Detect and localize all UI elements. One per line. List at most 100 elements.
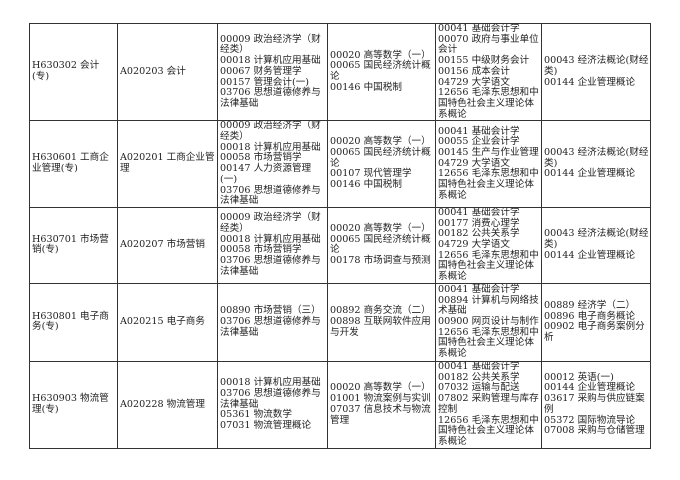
table-row: H630302 会计(专) A020203 会计 00009 政治经济学（财经类） 0… <box>29 22 651 122</box>
course-item: 00041 基础会计学 <box>438 283 520 295</box>
course-item: 00145 生产与作业管理 <box>438 147 539 159</box>
specialty-cell: H630801 电子商务(专) <box>29 282 118 362</box>
course-item: 07031 物流管理概论 <box>220 419 312 431</box>
course-item: 00157 管理会计(一) <box>220 76 310 88</box>
course-item: 00890 市场营销（三） <box>220 305 321 317</box>
course-item: 00889 经济学（二） <box>544 299 636 311</box>
courses-cell-col3: 00009 政治经济学（财经类） 00018 计算机应用基础 00058 市场营销学… <box>217 206 328 284</box>
course-item: 12656 毛泽东思想和中国特色社会主义理论体系概论 <box>438 414 539 447</box>
course-item: 00012 英语(一) <box>544 371 614 383</box>
courses-cell-col5: 00041 基础会计学 00182 公共关系学 07032 运输与配送 07802 采… <box>435 360 542 449</box>
course-item: 05361 物流数学 <box>220 409 292 421</box>
courses-cell-col4: 00020 高等数学（一） 00065 国民经济统计概论 00107 现代管理学 00… <box>327 120 436 208</box>
course-item: 07802 采购管理与库存控制 <box>438 393 539 415</box>
courses-cell-col4: 00020 高等数学（一） 00065 国民经济统计概论 00178 市场调查与预测 <box>327 206 436 284</box>
course-item: 00020 高等数学（一） <box>330 223 431 234</box>
course-item: 03706 思想道德修养与法律基础 <box>220 387 321 410</box>
major-cell: A020203 会计 <box>117 22 218 122</box>
major-cell: A020215 电子商务 <box>117 282 218 362</box>
course-item: 00182 公共关系学 <box>438 228 520 240</box>
course-item: 00892 商务交流（二） <box>330 305 431 317</box>
specialty-cell: H630903 物流管理(专) <box>29 360 118 449</box>
courses-cell-col6: 00043 经济法概论(财经类) 00144 企业管理概论 <box>541 120 651 208</box>
course-item: 00178 市场调查与预测 <box>330 255 431 267</box>
course-item: 00020 高等数学（一） <box>330 49 431 61</box>
course-item: 12656 毛泽东思想和中国特色社会主义理论体系概论 <box>438 168 539 201</box>
course-item: 00043 经济法概论(财经类) <box>544 228 649 251</box>
course-item: 00902 电子商务案例分析 <box>544 321 645 344</box>
courses-cell-col3: 00018 计算机应用基础 03706 思想道德修养与法律基础 05361 物流数学… <box>217 360 328 449</box>
course-item: 00041 基础会计学 <box>438 23 520 34</box>
course-item: 00177 消费心理学 <box>438 217 520 229</box>
course-item: 04729 大学语文 <box>438 157 510 169</box>
course-item: 00009 政治经济学（财经类） <box>220 212 321 234</box>
course-item: 05372 国际物流导论 <box>544 414 636 426</box>
course-item: 12656 毛泽东思想和中国特色社会主义理论体系概论 <box>438 326 539 360</box>
course-item: 00894 计算机与网络技术基础 <box>438 294 539 317</box>
courses-cell-col4: 00020 高等数学（一） 01001 物流案例与实训 07037 信息技术与物流管… <box>327 360 436 449</box>
courses-cell-col5: 00041 基础会计学 00894 计算机与网络技术基础 00900 网页设计与制作… <box>435 282 542 362</box>
course-item: 00018 计算机应用基础 <box>220 377 321 389</box>
course-item: 00144 企业管理概论 <box>544 249 636 261</box>
specialty-cell: H630302 会计(专) <box>29 22 118 122</box>
course-item: 00156 成本会计 <box>438 65 510 77</box>
course-item: 07037 信息技术与物流管理 <box>330 403 431 426</box>
course-item: 00147 人力资源管理(一) <box>220 163 312 185</box>
course-item: 00065 国民经济统计概论 <box>330 147 431 169</box>
course-item: 03706 思想道德修养与法律基础 <box>220 255 321 277</box>
course-item: 00020 高等数学（一） <box>330 136 431 148</box>
course-item: 07008 采购与仓储管理 <box>544 425 645 437</box>
course-item: 00144 企业管理概论 <box>544 168 636 180</box>
course-item: 00041 基础会计学 <box>438 207 520 218</box>
courses-cell-col5: 00041 基础会计学 00177 消费心理学 00182 公共关系学 04729 大… <box>435 206 542 284</box>
course-item: 01001 物流案例与实训 <box>330 393 431 405</box>
course-item: 04729 大学语文 <box>438 239 510 251</box>
course-item: 03617 采购与供应链案例 <box>544 393 645 415</box>
course-item: 00041 基础会计学 <box>438 125 520 137</box>
course-item: 00896 电子商务概论 <box>544 310 636 322</box>
course-item: 00058 市场营销学 <box>220 244 302 256</box>
course-item: 00144 企业管理概论 <box>544 382 636 394</box>
course-item: 00020 高等数学（一） <box>330 382 431 394</box>
courses-cell-col5: 00041 基础会计学 00070 政府与事业单位会计 00155 中级财务会计 00… <box>435 22 542 122</box>
courses-cell-col3: 00890 市场营销（三） 03706 思想道德修养与法律基础 <box>217 282 328 362</box>
course-item: 00018 计算机应用基础 <box>220 233 321 245</box>
course-table: H630302 会计(专) A020203 会计 00009 政治经济学（财经类） 0… <box>29 22 651 449</box>
course-item: 00055 企业会计学 <box>438 136 520 148</box>
course-item: 04729 大学语文 <box>438 76 510 88</box>
course-item: 00041 基础会计学 <box>438 361 520 373</box>
table-row: H630801 电子商务(专) A020215 电子商务 00890 市场营销（三）… <box>29 282 651 362</box>
course-item: 00898 互联网软件应用与开发 <box>330 316 431 338</box>
course-item: 12656 毛泽东思想和中国特色社会主义理论体系概论 <box>438 87 539 120</box>
courses-cell-col3: 00009 政治经济学（财经类） 00018 计算机应用基础 00058 市场营销学… <box>217 120 328 208</box>
courses-cell-col5: 00041 基础会计学 00055 企业会计学 00145 生产与作业管理 04729… <box>435 120 542 208</box>
specialty-cell: H630601 工商企业管理(专) <box>29 120 118 208</box>
course-item: 00065 国民经济统计概论 <box>330 60 431 83</box>
course-item: 00009 政治经济学（财经类） <box>220 120 321 143</box>
courses-cell-col6: 00043 经济法概论(财经类) 00144 企业管理概论 <box>541 22 651 122</box>
course-item: 00058 市场营销学 <box>220 152 302 164</box>
course-item: 00043 经济法概论(财经类) <box>544 147 649 169</box>
course-item: 00018 计算机应用基础 <box>220 141 321 153</box>
course-item: 00107 现代管理学 <box>330 168 412 180</box>
courses-cell-col3: 00009 政治经济学（财经类） 00018 计算机应用基础 00067 财务管理学… <box>217 22 328 122</box>
course-item: 00065 国民经济统计概论 <box>330 233 431 256</box>
course-item: 03706 思想道德修养与法律基础 <box>220 184 321 207</box>
course-item: 00146 中国税制 <box>330 179 402 191</box>
table-row: H630903 物流管理(专) A020228 物流管理 00018 计算机应用基础… <box>29 360 651 449</box>
major-cell: A020228 物流管理 <box>117 360 218 449</box>
course-item: 03706 思想道德修养与法律基础 <box>220 87 321 109</box>
course-item: 00182 公共关系学 <box>438 371 520 383</box>
major-cell: A020207 市场营销 <box>117 206 218 284</box>
major-cell: A020201 工商企业管理 <box>117 120 218 208</box>
course-item: 03706 思想道德修养与法律基础 <box>220 316 321 338</box>
course-item: 00018 计算机应用基础 <box>220 55 321 67</box>
courses-cell-col4: 00020 高等数学（一） 00065 国民经济统计概论 00146 中国税制 <box>327 22 436 122</box>
course-item: 00009 政治经济学（财经类） <box>220 33 321 56</box>
courses-cell-col6: 00889 经济学（二） 00896 电子商务概论 00902 电子商务案例分析 <box>541 282 651 362</box>
course-item: 00155 中级财务会计 <box>438 55 530 67</box>
table-row: H630601 工商企业管理(专) A020201 工商企业管理 00009 政治经… <box>29 120 651 208</box>
table-row: H630701 市场营销(专) A020207 市场营销 00009 政治经济学（财… <box>29 206 651 284</box>
course-item: 00067 财务管理学 <box>220 65 302 77</box>
course-item: 00900 网页设计与制作 <box>438 316 539 328</box>
